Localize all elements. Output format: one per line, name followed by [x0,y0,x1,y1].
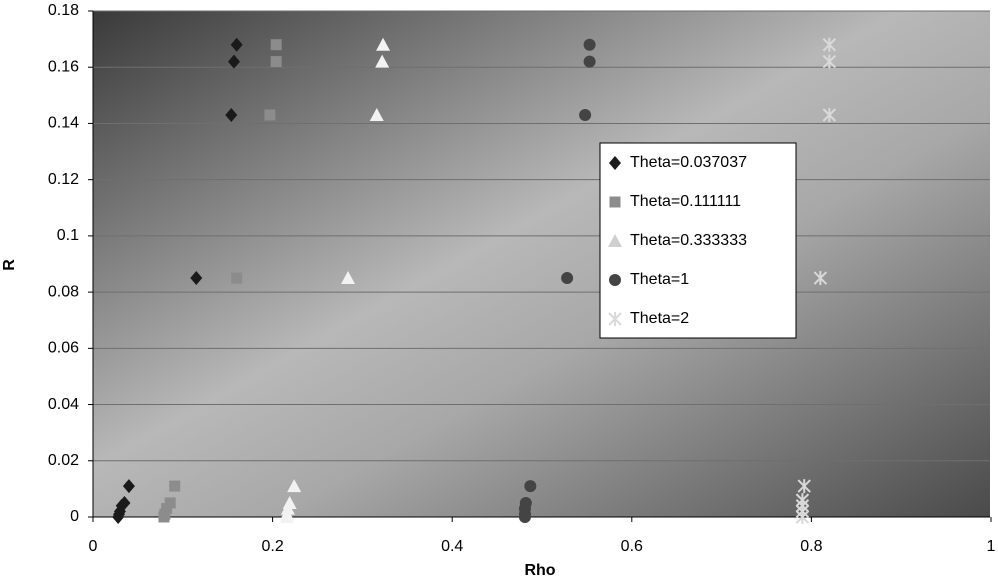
marker-diamond [230,37,243,52]
marker-circle [524,480,537,493]
x-tick-label: 0.8 [800,538,822,555]
marker-triangle [279,510,294,523]
x-tick-label: 0 [89,538,98,555]
marker-square [169,480,181,492]
legend: Theta=0.037037 Theta=0.111111 Theta=0.3333… [599,142,797,339]
marker-circle [609,274,621,286]
marker-diamond [227,54,240,69]
y-tick-label: 0.18 [48,2,79,19]
y-tick-label: 0 [70,508,79,525]
y-tick-label: 0.14 [48,115,79,132]
marker-circle [518,511,531,523]
y-tick-label: 0.02 [48,452,79,469]
marker-star [813,271,828,286]
marker-star [608,312,622,326]
marker-star [822,108,837,123]
x-tick-label: 1 [987,538,996,555]
marker-diamond [225,108,238,123]
marker-square [270,39,282,51]
marker-diamond [190,271,203,286]
marker-square [161,503,173,515]
legend-box [599,142,797,339]
marker-triangle [376,37,391,51]
x-axis-title: Rho [524,562,555,579]
marker-star [822,37,837,52]
marker-triangle [287,479,302,493]
marker-star [822,54,837,69]
marker-diamond [122,479,135,494]
marker-triangle [375,54,390,68]
y-tick-label: 0.06 [48,340,79,357]
legend-label: Theta=0.111111 [630,193,741,210]
legend-label: Theta=1 [630,271,689,288]
marker-triangle [608,234,622,247]
marker-star [797,479,811,494]
marker-square [270,56,282,68]
y-tick-label: 0.16 [48,58,79,75]
y-tick-label: 0.1 [57,227,79,244]
marker-square [158,511,170,523]
x-tick-label: 0.2 [261,538,283,555]
marker-triangle [280,501,295,515]
x-tick-label: 0.4 [441,538,463,555]
plot-area [93,11,990,517]
marker-square [164,497,176,509]
y-tick-label: 0.08 [48,283,79,300]
marker-circle [579,109,592,122]
legend-label: Theta=0.037037 [630,154,747,171]
marker-circle [561,272,574,285]
marker-triangle [341,271,356,285]
marker-diamond [112,510,125,524]
y-axis-title: R [1,259,18,271]
legend-label: Theta=2 [630,310,689,327]
x-tick-label: 0.6 [621,538,643,555]
marker-square [264,109,276,121]
legend-label: Theta=0.333333 [630,232,747,249]
marker-triangle [369,108,384,122]
marker-diamond [609,156,621,170]
marker-circle [583,55,596,68]
marker-circle [583,38,596,51]
marker-square [231,272,243,284]
marker-square [609,196,621,208]
y-tick-label: 0.04 [48,396,79,413]
marker-star [795,510,810,524]
y-tick-label: 0.12 [48,171,79,188]
